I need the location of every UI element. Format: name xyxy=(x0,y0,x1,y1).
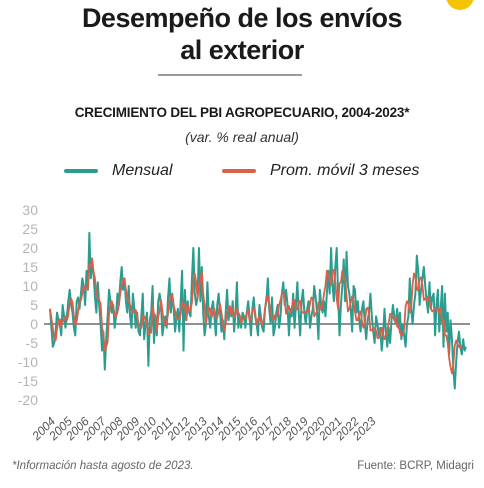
x-axis: 2004200520062007200820092010201120122013… xyxy=(29,413,379,443)
y-tick-label: 15 xyxy=(22,259,38,275)
y-tick-label: -5 xyxy=(26,335,39,351)
page-title: Desempeño de los envíos al exterior xyxy=(0,2,484,66)
legend-swatch-promedio xyxy=(222,169,256,173)
y-tick-label: 10 xyxy=(22,278,38,294)
legend-label-mensual: Mensual xyxy=(112,162,173,179)
legend-item-promedio: Prom. móvil 3 meses xyxy=(222,162,419,180)
y-tick-label: 5 xyxy=(30,297,38,313)
y-tick-label: -10 xyxy=(18,354,38,370)
chart-title: CRECIMIENTO DEL PBI AGROPECUARIO, 2004-2… xyxy=(74,105,410,120)
footnote: *Información hasta agosto de 2023. xyxy=(12,460,194,472)
y-tick-label: 25 xyxy=(22,221,38,237)
series-line-mensual xyxy=(49,231,467,390)
y-tick-label: 0 xyxy=(30,316,38,332)
title-line-1: Desempeño de los envíos xyxy=(81,3,403,33)
corner-badge-icon xyxy=(446,0,474,10)
title-line-2: al exterior xyxy=(180,35,304,65)
legend-item-mensual: Mensual xyxy=(64,162,172,180)
series-group xyxy=(49,231,467,390)
source-note: Fuente: BCRP, Midagri xyxy=(357,460,474,472)
y-tick-label: -20 xyxy=(18,392,38,408)
y-axis: 30 25 20 15 10 5 0 -5 -10 -15 -20 xyxy=(18,202,38,408)
chart-subtitle: (var. % real anual) xyxy=(185,129,299,145)
title-divider xyxy=(158,74,302,76)
y-tick-label: -15 xyxy=(18,373,38,389)
line-chart: 30 25 20 15 10 5 0 -5 -10 -15 -20 2004200520062007… xyxy=(18,202,470,444)
series-line-promedio xyxy=(49,257,463,375)
y-tick-label: 20 xyxy=(22,240,38,256)
chart-legend: Mensual Prom. móvil 3 meses xyxy=(0,162,484,186)
legend-label-promedio: Prom. móvil 3 meses xyxy=(270,162,420,179)
y-tick-label: 30 xyxy=(22,202,38,218)
legend-swatch-mensual xyxy=(64,169,98,173)
